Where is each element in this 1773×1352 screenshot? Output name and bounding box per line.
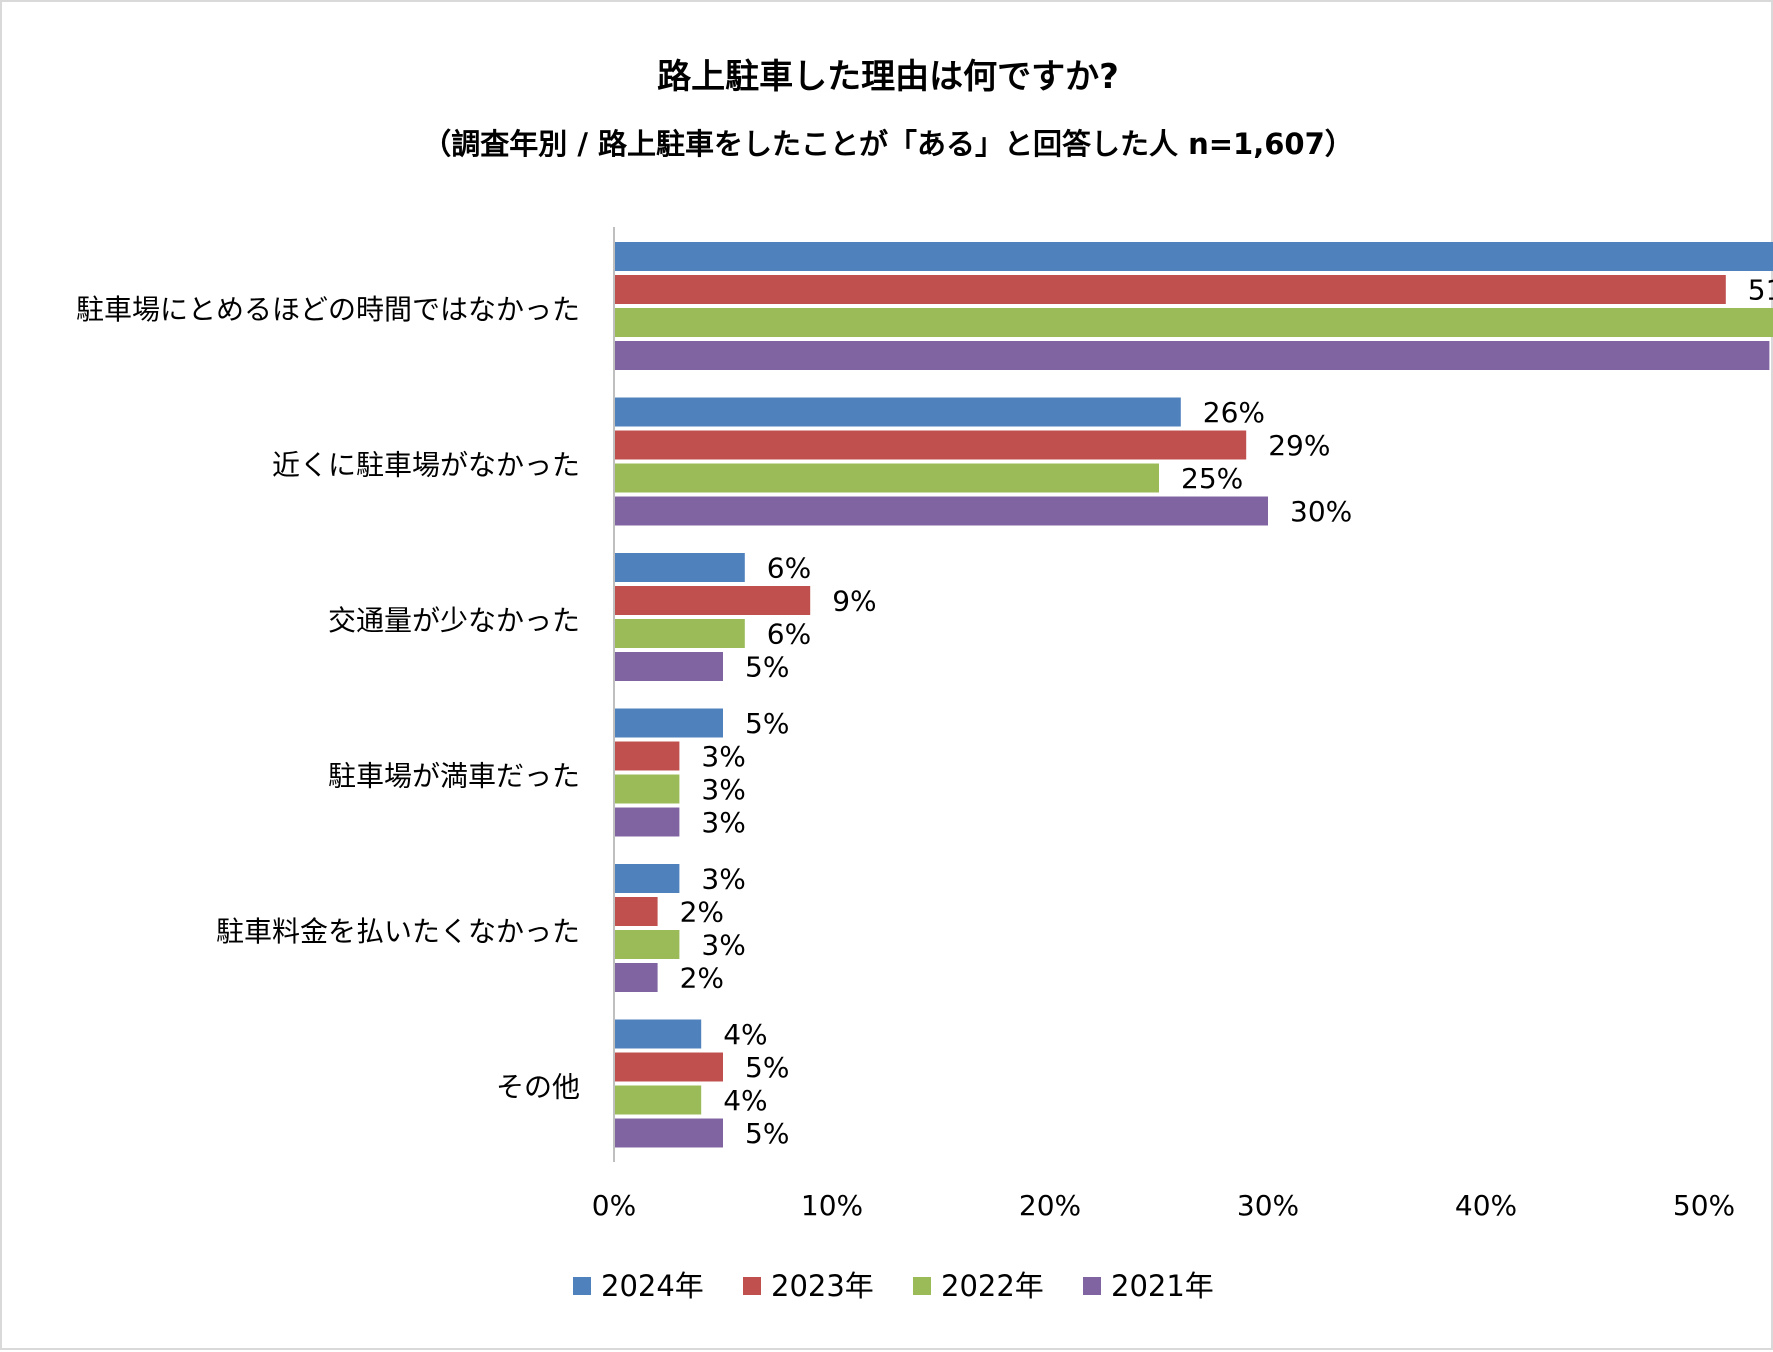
bar-2022年-2 bbox=[614, 619, 745, 648]
legend-swatch-2021年 bbox=[1083, 1277, 1101, 1295]
legend-label: 2024年 bbox=[601, 1269, 704, 1303]
bar-2023年-4 bbox=[614, 897, 658, 926]
category-label: 近くに駐車場がなかった bbox=[272, 449, 580, 482]
bar-2024年-0 bbox=[614, 242, 1773, 271]
bar-2023年-3 bbox=[614, 741, 680, 771]
bar-2023年-1 bbox=[614, 430, 1247, 460]
data-label: 5% bbox=[745, 1117, 789, 1150]
data-label: 29% bbox=[1268, 429, 1330, 462]
data-label: 4% bbox=[723, 1084, 767, 1117]
bar-2024年-5 bbox=[614, 1019, 702, 1049]
chart-subtitle: （調査年別 / 路上駐車をしたことが「ある」と回答した人 n=1,607） bbox=[422, 127, 1354, 161]
data-label: 3% bbox=[701, 740, 745, 773]
legend-label: 2023年 bbox=[771, 1269, 874, 1303]
data-label: 4% bbox=[723, 1018, 767, 1051]
data-label: 3% bbox=[701, 773, 745, 806]
x-tick-label: 0% bbox=[592, 1189, 636, 1222]
data-label: 5% bbox=[745, 1051, 789, 1084]
data-labels-group: 56%51%58%53%26%29%25%30%6%9%6%5%5%3%3%3%… bbox=[680, 274, 1773, 1151]
x-tick-label: 40% bbox=[1455, 1189, 1517, 1222]
data-label: 6% bbox=[767, 618, 811, 651]
bar-2021年-0 bbox=[614, 341, 1770, 370]
legend-swatch-2022年 bbox=[913, 1277, 931, 1295]
bar-2022年-5 bbox=[614, 1085, 702, 1115]
bar-2024年-2 bbox=[614, 553, 745, 582]
bar-2023年-2 bbox=[614, 586, 811, 615]
data-label: 2% bbox=[680, 896, 724, 929]
x-tick-label: 50% bbox=[1673, 1189, 1735, 1222]
legend: 2024年 2023年 2022年 2021年 bbox=[573, 1269, 1214, 1303]
data-label: 25% bbox=[1181, 462, 1243, 495]
x-tick-label: 10% bbox=[801, 1189, 863, 1222]
category-label: その他 bbox=[496, 1071, 580, 1104]
data-label: 3% bbox=[701, 806, 745, 839]
legend-swatch-2023年 bbox=[743, 1277, 761, 1295]
legend-label: 2021年 bbox=[1111, 1269, 1214, 1303]
bar-2023年-0 bbox=[614, 275, 1726, 304]
data-label: 3% bbox=[701, 929, 745, 962]
category-label: 駐車場が満車だった bbox=[328, 760, 580, 793]
bar-2022年-4 bbox=[614, 930, 680, 959]
category-label: 交通量が少なかった bbox=[328, 604, 580, 637]
bar-2021年-4 bbox=[614, 963, 658, 992]
data-label: 5% bbox=[745, 651, 789, 684]
legend-label: 2022年 bbox=[941, 1269, 1044, 1303]
bar-2024年-4 bbox=[614, 864, 680, 893]
bar-2021年-5 bbox=[614, 1118, 723, 1148]
bars-group bbox=[614, 242, 1773, 1148]
data-label: 30% bbox=[1290, 495, 1352, 528]
category-label: 駐車場にとめるほどの時間ではなかった bbox=[76, 293, 580, 326]
category-labels-group: 駐車場にとめるほどの時間ではなかった近くに駐車場がなかった交通量が少なかった駐車… bbox=[76, 293, 580, 1104]
data-label: 6% bbox=[767, 552, 811, 585]
category-label: 駐車料金を払いたくなかった bbox=[216, 915, 580, 948]
bar-2023年-5 bbox=[614, 1052, 723, 1082]
x-axis-ticks-group: 0%10%20%30%40%50%60%70% bbox=[592, 1189, 1735, 1222]
data-label: 2% bbox=[680, 962, 724, 995]
legend-swatch-2024年 bbox=[573, 1277, 591, 1295]
bar-2021年-2 bbox=[614, 652, 723, 681]
bar-2022年-1 bbox=[614, 463, 1159, 493]
bar-2022年-3 bbox=[614, 774, 680, 804]
bar-2024年-3 bbox=[614, 708, 723, 738]
bar-2024年-1 bbox=[614, 397, 1181, 427]
x-tick-label: 30% bbox=[1237, 1189, 1299, 1222]
x-tick-label: 20% bbox=[1019, 1189, 1081, 1222]
chart-title: 路上駐車した理由は何ですか? bbox=[657, 57, 1119, 97]
bar-2021年-3 bbox=[614, 807, 680, 837]
data-label: 26% bbox=[1203, 396, 1265, 429]
data-label: 5% bbox=[745, 707, 789, 740]
data-label: 3% bbox=[701, 863, 745, 896]
bar-2022年-0 bbox=[614, 308, 1773, 337]
data-label: 9% bbox=[832, 585, 876, 618]
data-label: 51% bbox=[1748, 274, 1773, 307]
bar-2021年-1 bbox=[614, 496, 1268, 526]
